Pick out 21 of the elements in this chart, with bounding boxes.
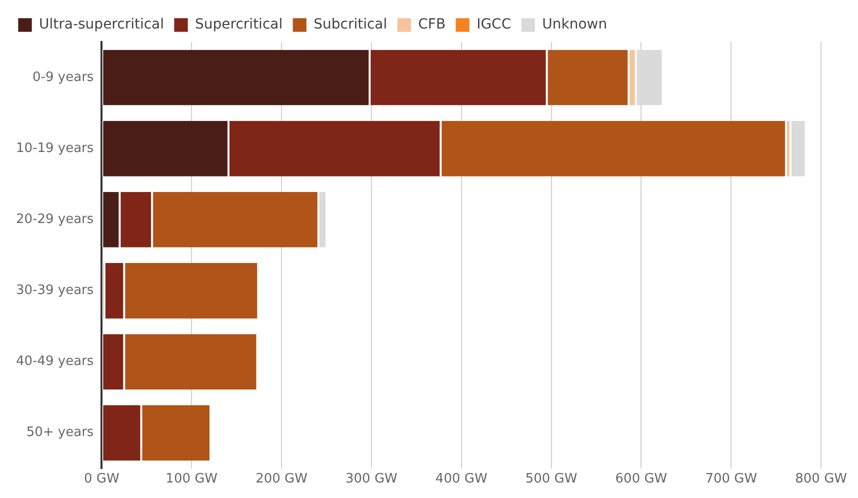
x-tick-label: 700 GW [705,472,758,487]
x-tick-label: 600 GW [615,472,668,487]
x-tick-label: 800 GW [795,472,848,487]
x-tick-label: 200 GW [256,472,308,487]
x-tick-label: 500 GW [525,472,578,487]
y-tick-label: 20-29 years [16,212,94,228]
x-tick-label: 400 GW [435,472,488,487]
legend-label: Subcritical [314,16,388,33]
legend-label: CFB [418,16,446,33]
y-tick-label: 40-49 years [16,354,94,370]
x-tick-label: 100 GW [166,472,218,487]
y-tick-label: 0-9 years [32,70,94,85]
x-tick-label: 0 GW [84,472,120,487]
legend-label: Supercritical [195,16,283,33]
legend-label: Ultra-supercritical [39,16,164,33]
legend-label: Unknown [542,16,608,33]
y-tick-label: 50+ years [26,425,94,440]
legend-label: IGCC [476,16,512,33]
y-tick-label: 10-19 years [16,140,94,156]
y-tick-label: 30-39 years [16,283,94,298]
x-tick-label: 300 GW [346,472,398,487]
